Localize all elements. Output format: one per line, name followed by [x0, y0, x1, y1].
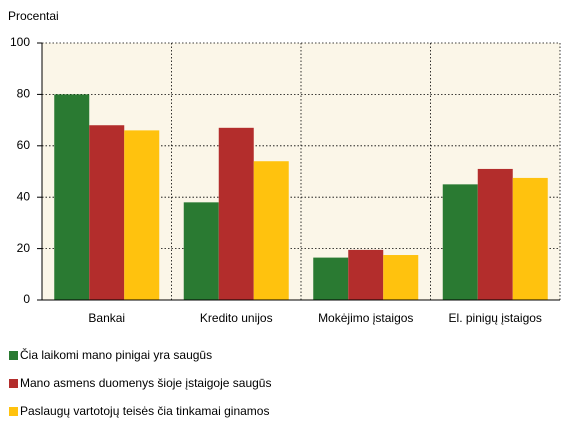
bar [383, 255, 419, 300]
bar [253, 161, 289, 300]
bar [54, 94, 90, 301]
y-tick-label: 60 [17, 138, 31, 152]
x-tick-label: Kredito unijos [200, 311, 273, 325]
y-axis-label: Procentai [8, 9, 59, 23]
bar [218, 127, 254, 300]
bar [442, 184, 478, 300]
bar [124, 130, 160, 300]
legend-label: Mano asmens duomenys šioje įstaigoje sau… [20, 376, 271, 390]
bar [313, 257, 349, 300]
y-tick-label: 0 [23, 292, 30, 306]
legend-swatch [9, 407, 18, 416]
y-tick-label: 40 [17, 189, 31, 203]
y-tick-label: 80 [17, 87, 31, 101]
bar [348, 249, 384, 300]
bar [183, 202, 219, 300]
legend-label: Čia laikomi mano pinigai yra saugūs [20, 347, 212, 362]
legend-swatch [9, 379, 18, 388]
legend-label: Paslaugų vartotojų teisės čia tinkamai g… [20, 404, 269, 418]
x-tick-label: Bankai [88, 311, 125, 325]
x-tick-label: El. pinigų įstaigos [449, 311, 542, 325]
x-tick-label: Mokėjimo įstaigos [318, 311, 413, 325]
bar [477, 168, 513, 300]
y-tick-label: 100 [10, 35, 30, 49]
y-tick-label: 20 [17, 241, 31, 255]
bar [89, 125, 125, 301]
bar [512, 177, 548, 300]
legend-swatch [9, 351, 18, 360]
